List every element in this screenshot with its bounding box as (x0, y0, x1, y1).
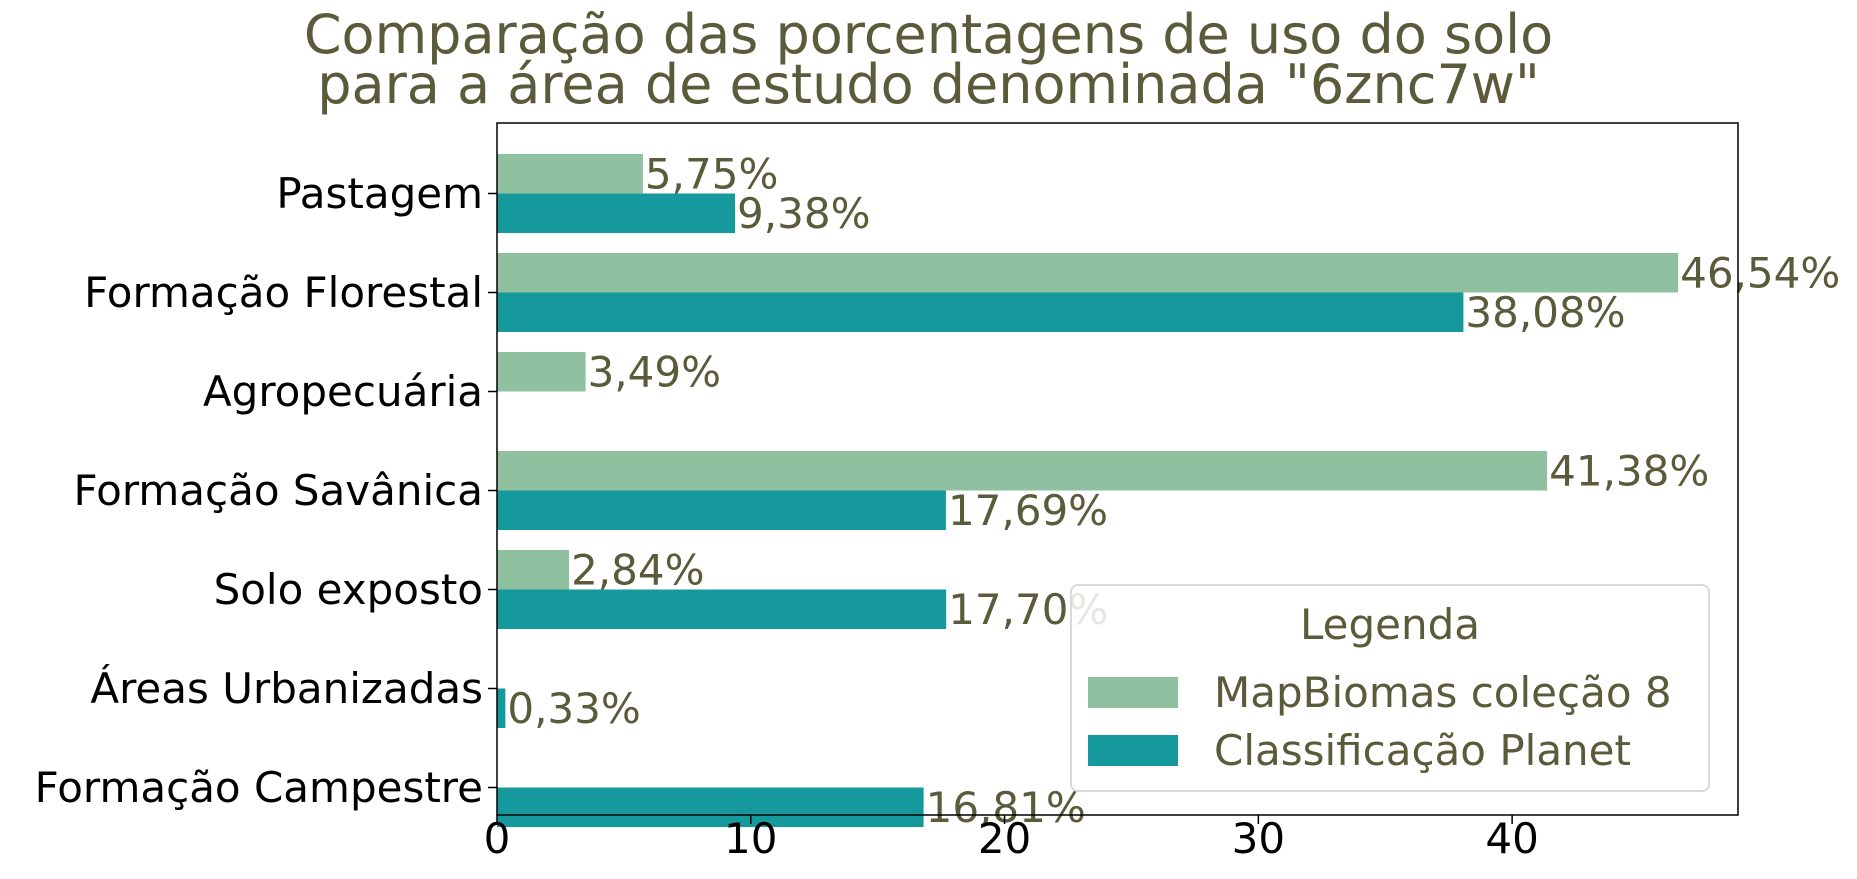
bar-planet (497, 193, 736, 233)
bars-group (497, 154, 1679, 827)
legend-item-mapbiomas: MapBiomas coleção 8 (1088, 667, 1672, 717)
data-label: 41,38% (1549, 446, 1709, 495)
bar-mapbiomas (497, 550, 570, 590)
y-tick-label: Áreas Urbanizadas (90, 663, 483, 713)
legend-label-mapbiomas: MapBiomas coleção 8 (1214, 667, 1672, 717)
value-labels-group: 5,75%9,38% 46,54% 38,08% 3,49% 41,38% 17,69% 2… (507, 149, 1840, 832)
bar-planet (497, 292, 1464, 332)
data-label: 17,69% (948, 486, 1108, 535)
y-tick-label: Formação Campestre (35, 763, 483, 812)
data-label: 46,54% (1680, 248, 1840, 297)
plot-area-frame (496, 122, 1739, 816)
bar-mapbiomas (497, 253, 1679, 293)
data-label: 0,33% (507, 684, 640, 733)
legend-label-planet: Classificação Planet (1214, 725, 1631, 775)
data-label: 38,08% (1465, 288, 1625, 337)
bar-planet (497, 787, 924, 827)
y-axis: Pastagem Formação Florestal Agropecuária Fo… (35, 169, 497, 812)
x-tick-label: 40 (1485, 814, 1538, 863)
y-tick-label: Agropecuária (203, 367, 483, 416)
bar-mapbiomas (497, 154, 643, 194)
x-tick-label: 0 (484, 814, 511, 863)
x-tick-label: 10 (724, 814, 777, 863)
y-tick-label: Formação Florestal (84, 268, 483, 317)
legend-swatch-mapbiomas (1088, 676, 1178, 708)
data-label: 2,84% (571, 545, 704, 594)
legend-item-planet: Classificação Planet (1088, 725, 1631, 775)
bar-planet (497, 490, 946, 530)
x-tick-label: 30 (1232, 814, 1285, 863)
legend-swatch-planet (1088, 734, 1178, 766)
x-tick-label: 20 (978, 814, 1031, 863)
data-label: 3,49% (588, 347, 721, 396)
x-axis: 0 10 20 30 40 (484, 814, 1539, 863)
legend-title: Legenda (1299, 600, 1481, 649)
data-label: 5,75% (645, 149, 778, 198)
bar-mapbiomas (497, 451, 1548, 491)
bar-planet (497, 589, 947, 629)
data-label: 16,81% (926, 783, 1086, 832)
y-tick-label: Formação Savânica (73, 466, 483, 515)
bar-mapbiomas (497, 352, 586, 392)
data-label: 9,38% (737, 189, 870, 238)
chart-title-line-1: Comparação das porcentagens de uso do so… (303, 3, 1554, 66)
bar-planet (497, 688, 506, 728)
y-tick-label: Pastagem (276, 169, 483, 218)
legend: Legenda MapBiomas coleção 8 Classificaçã… (1070, 584, 1710, 792)
y-tick-label: Solo exposto (214, 565, 483, 614)
chart-title-line-2: para a área de estudo denominada "6znc7w… (317, 53, 1540, 116)
